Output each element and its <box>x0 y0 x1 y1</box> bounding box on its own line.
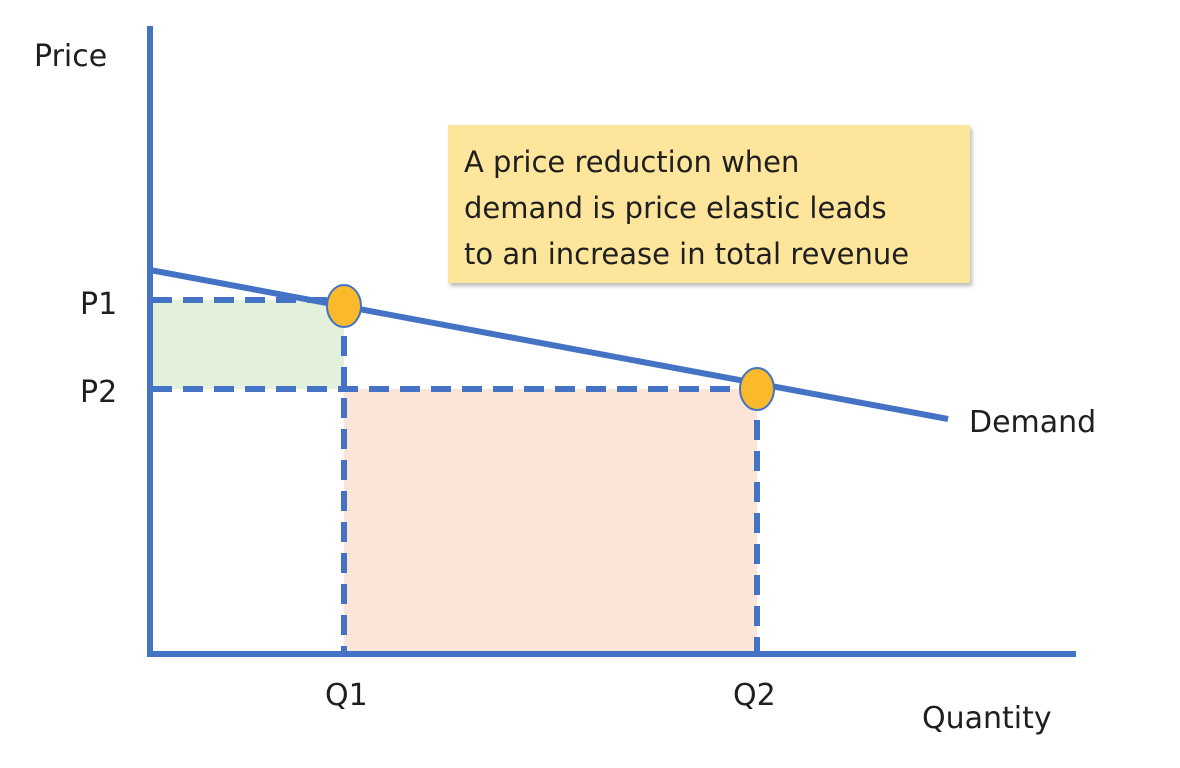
revenue-gained-area <box>344 389 757 654</box>
callout-note: A price reduction when demand is price e… <box>448 125 970 283</box>
callout-line-2: demand is price elastic leads <box>464 191 887 225</box>
callout-line-1: A price reduction when <box>464 145 800 179</box>
point-p2-q2-marker <box>739 367 775 411</box>
demand-curve-label: Demand <box>969 405 1096 440</box>
y-axis-label: Price <box>34 39 107 74</box>
x-axis-label: Quantity <box>922 701 1052 736</box>
q2-label: Q2 <box>733 678 776 713</box>
q1-label: Q1 <box>325 678 368 713</box>
demand-curve <box>149 267 949 422</box>
p2-label: P2 <box>80 375 117 410</box>
callout-line-3: to an increase in total revenue <box>464 237 910 271</box>
point-p1-q1-marker <box>326 284 362 328</box>
revenue-lost-area <box>152 300 344 389</box>
p1-label: P1 <box>80 287 117 322</box>
